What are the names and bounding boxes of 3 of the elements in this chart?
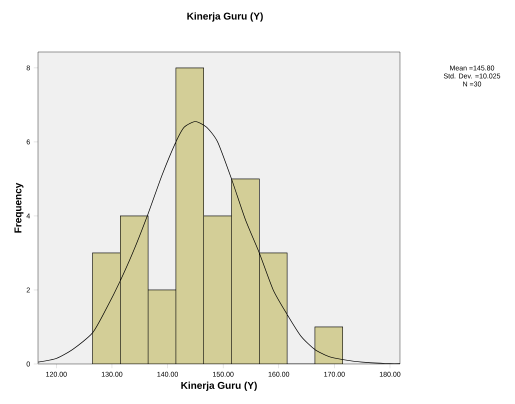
chart-title: Kinerja Guru (Y) — [187, 12, 263, 22]
x-axis-title: Kinerja Guru (Y) — [181, 382, 257, 391]
y-axis-title: Frequency — [14, 182, 24, 233]
